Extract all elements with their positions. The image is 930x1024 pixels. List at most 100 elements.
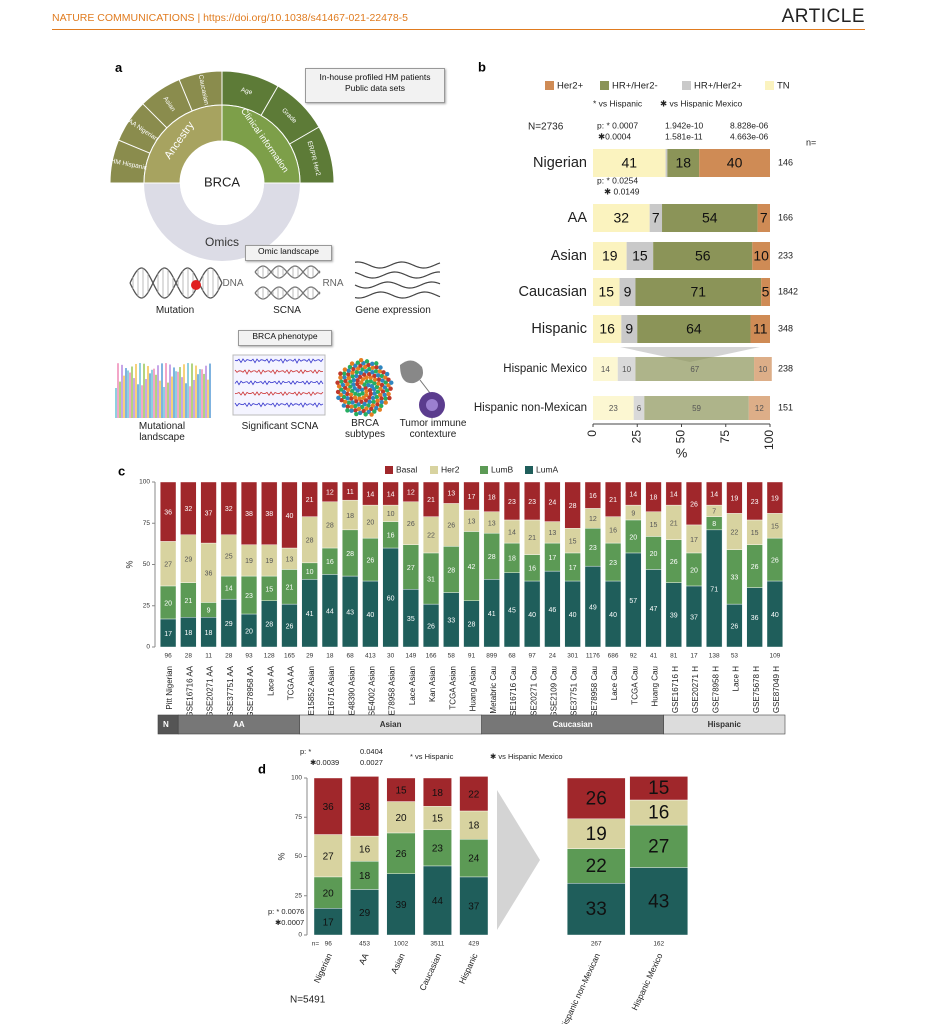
- panel-d: d 0 25 50 75 100% 17 20 27 36 96 Nigerian 29 18 16 38 45…: [258, 747, 563, 1006]
- data-label: 7: [652, 210, 660, 226]
- data-label: 49: [589, 604, 597, 611]
- subtype-dot: [351, 377, 357, 383]
- subtype-dot: [348, 379, 353, 384]
- subtype-dot: [360, 391, 365, 396]
- bar-segment: [313, 876, 343, 909]
- center-hole: [180, 141, 264, 225]
- subtype-dot: [349, 404, 354, 409]
- data-label: 13: [286, 557, 294, 564]
- bar-segment: [386, 801, 416, 834]
- legend-swatch: [765, 81, 774, 90]
- data-label: 16: [528, 566, 536, 573]
- subtype-dot: [374, 384, 380, 390]
- scna-icon: [254, 286, 321, 300]
- data-label: 16: [359, 844, 371, 855]
- n-label: 96: [325, 941, 333, 948]
- n-label: 899: [486, 653, 497, 660]
- expression-wave: [354, 291, 441, 299]
- data-label: 40: [771, 612, 779, 619]
- data-label: 14: [387, 491, 395, 498]
- bar-segment: [619, 278, 636, 306]
- subtype-dot: [366, 362, 371, 368]
- x-tick-label: 0: [585, 430, 599, 437]
- bar-segment: [593, 357, 618, 381]
- data-label: 60: [387, 595, 395, 602]
- subtype-dot: [386, 377, 391, 382]
- category-label: TCGA AA: [287, 665, 296, 700]
- n-label: 151: [778, 402, 793, 412]
- subtype-dot: [382, 385, 388, 390]
- group-label: Caucasian: [553, 720, 593, 729]
- landscape-bar: [121, 364, 123, 418]
- data-label: 15: [395, 785, 407, 796]
- subtype-dot: [362, 401, 367, 407]
- bar-segment: [443, 481, 460, 504]
- bar-segment: [748, 396, 770, 420]
- scna-icon: [254, 286, 321, 300]
- subtype-dot: [348, 396, 354, 401]
- subtype-dot: [376, 377, 382, 382]
- bar-segment: [564, 481, 581, 529]
- data-label: 45: [508, 608, 516, 615]
- group-label: Hispanic: [708, 720, 742, 729]
- icon-label: DNA: [222, 278, 244, 289]
- landscape-bar: [125, 368, 127, 418]
- data-label: 32: [184, 506, 192, 513]
- expression-wave: [354, 261, 441, 269]
- bar-segment: [261, 481, 278, 545]
- subtype-dot: [373, 369, 379, 374]
- data-label: 36: [164, 510, 172, 517]
- total-label: N=2736: [528, 122, 564, 133]
- panel-letter: b: [478, 59, 486, 74]
- subtype-dot: [354, 411, 359, 417]
- data-label: 37: [690, 614, 698, 621]
- data-label: 29: [359, 908, 371, 919]
- data-label: 18: [675, 155, 691, 171]
- data-label: 20: [395, 813, 407, 824]
- data-label: 14: [366, 491, 374, 498]
- data-label: 14: [710, 491, 718, 498]
- category-label: Caucasian: [417, 951, 443, 992]
- n-label: 1176: [586, 653, 600, 660]
- data-label: 26: [586, 788, 607, 809]
- landscape-bar: [187, 363, 189, 418]
- data-label: 11: [347, 489, 354, 496]
- subtype-dot: [358, 357, 364, 363]
- data-label: 26: [427, 623, 435, 630]
- subtype-dot: [339, 379, 344, 384]
- subtype-dot: [388, 386, 393, 391]
- data-label: 16: [648, 803, 669, 824]
- category-label: GSE37751 AA: [226, 665, 235, 717]
- data-label: 13: [447, 491, 455, 498]
- data-label: 12: [755, 404, 764, 413]
- data-label: 71: [691, 284, 707, 300]
- data-label: 9: [631, 510, 635, 517]
- data-label: 13: [488, 520, 496, 527]
- data-label: 15: [751, 530, 759, 537]
- data-label: 27: [164, 562, 172, 569]
- category-label: GSE16716 Asian: [327, 666, 336, 727]
- data-label: 36: [323, 802, 335, 813]
- panel-letter: c: [118, 463, 125, 478]
- data-label: 40: [528, 612, 536, 619]
- subtype-dot: [359, 380, 364, 385]
- data-label: 8: [712, 521, 716, 528]
- bar-segment: [321, 481, 339, 502]
- landscape-bar: [119, 381, 121, 418]
- subtype-dot: [374, 394, 380, 400]
- bar-segment: [350, 835, 379, 862]
- bar-segment: [459, 810, 489, 840]
- landscape-bar: [131, 366, 133, 418]
- group-bar: [663, 714, 786, 735]
- omics-ring: [144, 183, 300, 262]
- data-label: 40: [569, 612, 577, 619]
- data-label: 28: [326, 523, 334, 530]
- data-label: 9: [625, 321, 633, 337]
- landscape-bar: [175, 371, 177, 418]
- bar-segment: [459, 776, 489, 812]
- n-label: 149: [405, 653, 416, 660]
- landscape-bar: [201, 369, 203, 418]
- landscape-bar: [133, 378, 135, 418]
- omics-label: Omics: [205, 235, 239, 249]
- landscape-bar: [135, 363, 137, 418]
